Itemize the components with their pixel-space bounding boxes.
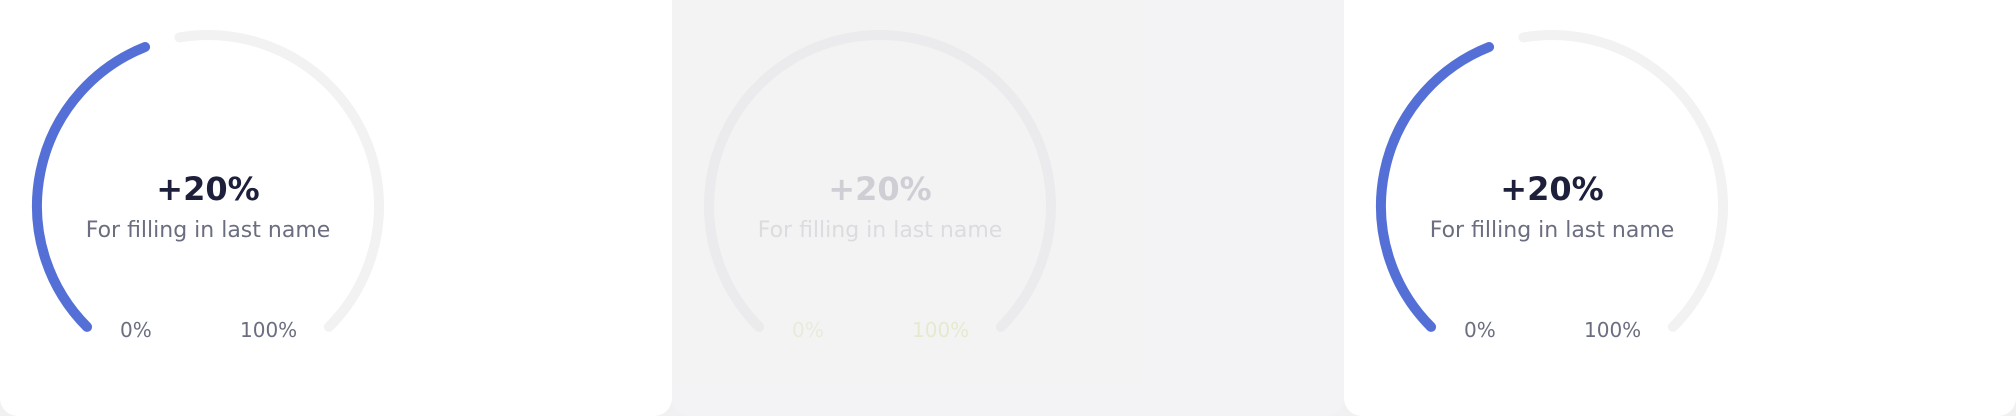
- gauge-caption: For filling in last name: [1429, 218, 1675, 243]
- radial-gauge: [672, 0, 1092, 380]
- gauge-progress-arc: [704, 128, 765, 332]
- gauge-track: [174, 30, 384, 332]
- gauge-progress-arc: [32, 42, 151, 332]
- gauge-min-label: 0%: [120, 318, 152, 342]
- gauge-value: +20%: [1500, 170, 1604, 208]
- gauge-graphic: [32, 30, 384, 332]
- radial-gauge: [1344, 0, 1764, 380]
- progress-card-2: +20% For filling in last name 0% 100%: [672, 0, 1344, 416]
- gauge-caption: For filling in last name: [85, 218, 331, 243]
- gauge-progress-arc: [1376, 42, 1495, 332]
- gauge-graphic: [1376, 30, 1728, 332]
- gauge-value: +20%: [156, 170, 260, 208]
- progress-card-3: +20% For filling in last name 0% 100%: [1344, 0, 2016, 416]
- gauge-graphic: [704, 30, 1056, 332]
- progress-card-1: +20% For filling in last name 0% 100%: [0, 0, 672, 416]
- gauge-caption: For filling in last name: [757, 218, 1003, 243]
- gauge-max-label: 100%: [1584, 318, 1642, 342]
- gauge-value: +20%: [828, 170, 932, 208]
- gauge-max-label: 100%: [240, 318, 298, 342]
- gauge-track: [704, 30, 1056, 332]
- gauge-min-label: 0%: [1464, 318, 1496, 342]
- gauge-track: [1518, 30, 1728, 332]
- gauge-max-label: 100%: [912, 318, 970, 342]
- gauge-min-label: 0%: [792, 318, 824, 342]
- radial-gauge: [0, 0, 420, 380]
